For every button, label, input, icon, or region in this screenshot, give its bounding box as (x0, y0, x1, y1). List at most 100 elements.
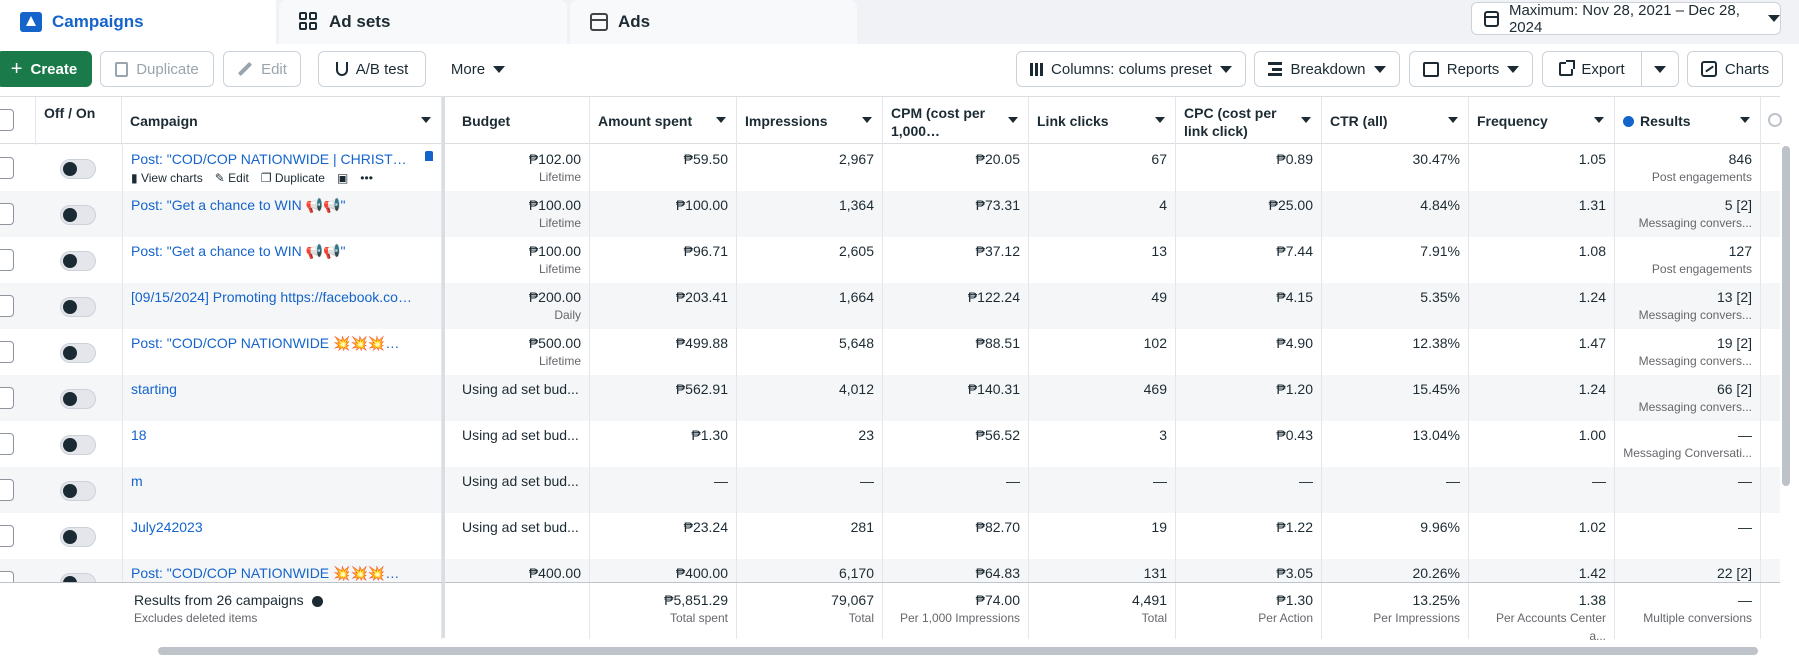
date-range-picker[interactable]: Maximum: Nov 28, 2021 – Dec 28, 2024 (1471, 2, 1781, 36)
duplicate-action[interactable]: ❐ Duplicate (260, 171, 325, 185)
header-ctr[interactable]: CTR (all) (1322, 97, 1469, 145)
campaign-name-link[interactable]: m (131, 473, 143, 489)
tab-ads[interactable]: Ads (570, 0, 857, 44)
campaign-name-link[interactable]: Post: "COD/COP NATIONWIDE 💥💥💥💥💥" (131, 565, 426, 581)
results-cell: 127 Post engagements (1615, 237, 1761, 283)
row-checkbox[interactable] (0, 203, 14, 225)
campaign-name-link[interactable]: 18 (131, 427, 147, 443)
table-row[interactable]: 18 Using ad set bud... ₱1.30 23 ₱56.52 3 ₱0.43… (0, 421, 1780, 467)
header-off-on[interactable]: Off / On (36, 97, 122, 145)
frequency-value: 1.42 (1578, 565, 1606, 581)
more-options-icon[interactable]: ••• (360, 171, 373, 185)
row-checkbox[interactable] (0, 433, 14, 455)
vertical-scrollbar[interactable] (1782, 146, 1790, 486)
row-checkbox[interactable] (0, 157, 14, 179)
cpm-value: ₱56.52 (975, 427, 1020, 443)
row-checkbox[interactable] (0, 249, 14, 271)
ctr-value: 12.38% (1412, 335, 1460, 351)
export-dropdown-button[interactable] (1641, 51, 1679, 87)
clicks-value: 131 (1143, 565, 1167, 581)
budget-cell: ₱200.00 Daily (454, 283, 590, 329)
campaign-name-link[interactable]: Post: "Get a chance to WIN 📢📢" (131, 197, 346, 213)
table-row[interactable]: [09/15/2024] Promoting https://facebook.… (0, 283, 1780, 329)
table-row[interactable]: Post: "Get a chance to WIN 📢📢" ₱100.00 Lif… (0, 191, 1780, 237)
campaign-toggle[interactable] (60, 389, 96, 409)
table-row[interactable]: Post: "COD/COP NATIONWIDE | CHRISTM... ▮ … (0, 145, 1780, 191)
budget-value: Using ad set bud... (462, 427, 579, 443)
create-button[interactable]: + Create (0, 51, 92, 87)
table-row[interactable]: July242023 Using ad set bud... ₱23.24 281 ₱8… (0, 513, 1780, 559)
tab-ad-sets[interactable]: Ad sets (279, 0, 567, 44)
table-row[interactable]: Post: "COD/COP NATIONWIDE 💥💥💥💥💥" ₱500.00 L… (0, 329, 1780, 375)
campaign-name-link[interactable]: Post: "COD/COP NATIONWIDE 💥💥💥💥💥" (131, 335, 426, 351)
header-link-clicks[interactable]: Link clicks (1029, 97, 1176, 145)
header-cpc[interactable]: CPC (cost per link click) (1176, 97, 1322, 145)
header-campaign[interactable]: Campaign (122, 97, 442, 145)
campaign-toggle[interactable] (60, 297, 96, 317)
table-row[interactable]: Post: "Get a chance to WIN 📢📢" ₱100.00 Lif… (0, 237, 1780, 283)
header-impressions[interactable]: Impressions (737, 97, 883, 145)
row-checkbox[interactable] (0, 341, 14, 363)
cpc-cell: ₱1.22 (1176, 513, 1322, 559)
campaign-name-link[interactable]: July242023 (131, 519, 203, 535)
info-icon[interactable] (311, 595, 323, 607)
frequency-cell: 1.24 (1469, 283, 1615, 329)
ctr-value: 7.91% (1420, 243, 1460, 259)
campaign-toggle[interactable] (60, 481, 96, 501)
row-checkbox[interactable] (0, 387, 14, 409)
ab-test-button[interactable]: A/B test (318, 51, 426, 87)
ab-test-label: A/B test (355, 60, 409, 78)
campaign-toggle[interactable] (60, 343, 96, 363)
view-charts-action[interactable]: ▮ View charts (131, 171, 203, 185)
header-cpm[interactable]: CPM (cost per 1,000… (883, 97, 1029, 145)
horizontal-scrollbar[interactable] (158, 647, 1758, 655)
frozen-column-divider[interactable] (442, 96, 445, 638)
campaign-name-link[interactable]: [09/15/2024] Promoting https://facebook.… (131, 289, 426, 305)
cpm-value: ₱37.12 (975, 243, 1020, 259)
more-button[interactable]: More (438, 51, 518, 87)
row-checkbox[interactable] (0, 295, 14, 317)
edit-action[interactable]: ✎ Edit (214, 171, 249, 185)
sort-caret-icon (1301, 117, 1311, 123)
campaign-toggle[interactable] (60, 159, 96, 179)
campaign-name-link[interactable]: Post: "COD/COP NATIONWIDE | CHRISTM... (131, 151, 416, 167)
campaign-toggle[interactable] (60, 527, 96, 547)
row-checkbox[interactable] (0, 525, 14, 547)
reports-button[interactable]: Reports (1409, 51, 1533, 87)
export-button[interactable]: Export (1542, 51, 1642, 87)
budget-type: Lifetime (538, 216, 581, 230)
pin-icon[interactable] (425, 151, 433, 161)
charts-button[interactable]: Charts (1687, 51, 1783, 87)
header-budget[interactable]: Budget (454, 97, 590, 145)
results-type: Messaging convers... (1638, 308, 1752, 322)
breakdown-button[interactable]: Breakdown (1254, 51, 1400, 87)
header-results[interactable]: Results (1615, 97, 1761, 145)
add-column-icon[interactable] (1768, 113, 1782, 127)
budget-value: Using ad set bud... (462, 473, 579, 489)
cpm-value: ₱140.31 (967, 381, 1020, 397)
campaign-toggle[interactable] (60, 435, 96, 455)
campaign-toggle[interactable] (60, 205, 96, 225)
edit-button[interactable]: Edit (223, 51, 301, 87)
clicks-cell: — (1029, 467, 1176, 513)
columns-button[interactable]: Columns: colums preset (1016, 51, 1246, 87)
select-all-checkbox[interactable] (0, 109, 14, 131)
table-row[interactable]: m Using ad set bud... — — — — — — — — (0, 467, 1780, 513)
impressions-value: 1,664 (838, 289, 874, 305)
row-checkbox[interactable] (0, 479, 14, 501)
header-amount-spent[interactable]: Amount spent (590, 97, 737, 145)
tab-campaigns[interactable]: Campaigns (0, 0, 276, 44)
campaign-toggle[interactable] (60, 251, 96, 271)
campaign-name-link[interactable]: starting (131, 381, 177, 397)
header-frequency[interactable]: Frequency (1469, 97, 1615, 145)
duplicate-label: Duplicate (136, 60, 199, 78)
budget-value: Using ad set bud... (462, 381, 579, 397)
budget-value: ₱400.00 (528, 565, 581, 581)
table-row[interactable]: starting Using ad set bud... ₱562.91 4,012 ₱… (0, 375, 1780, 421)
campaign-name-link[interactable]: Post: "Get a chance to WIN 📢📢" (131, 243, 346, 259)
duplicate-button[interactable]: Duplicate (100, 51, 214, 87)
image-icon[interactable]: ▣ (336, 171, 349, 185)
header-amount-label: Amount spent (598, 113, 693, 129)
table-footer: Results from 26 campaigns Excludes delet… (0, 582, 1780, 643)
ad-frame-icon (590, 13, 608, 31)
